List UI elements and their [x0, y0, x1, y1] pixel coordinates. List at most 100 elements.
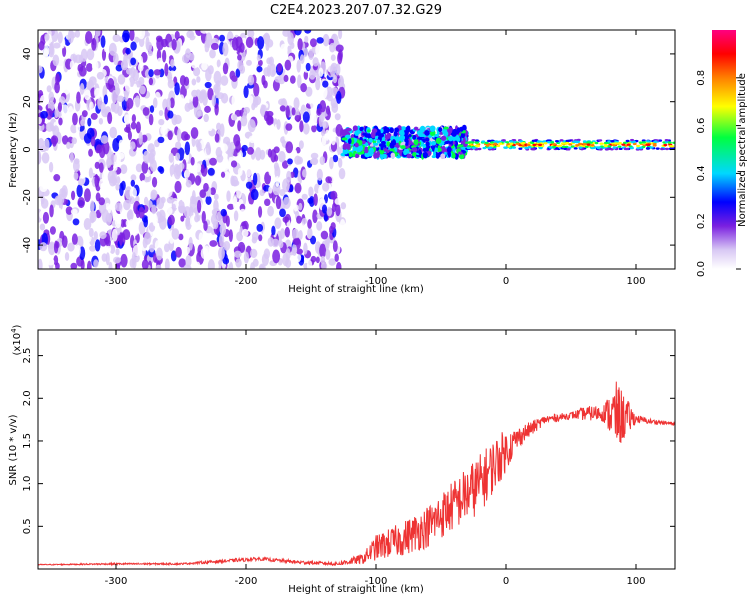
- heatmap-cell: [590, 146, 595, 150]
- heatmap-cell: [262, 34, 271, 42]
- heatmap-cell: [346, 127, 352, 132]
- heatmap-cell: [302, 123, 310, 135]
- heatmap-cell: [126, 97, 134, 110]
- heatmap-cell: [259, 189, 265, 197]
- heatmap-cell: [130, 174, 137, 181]
- heatmap-cell: [115, 64, 123, 72]
- heatmap-cell: [226, 190, 231, 202]
- heatmap-cell: [335, 124, 343, 137]
- heatmap-cell: [447, 151, 452, 158]
- heatmap-cell: [374, 135, 379, 139]
- heatmap-cell: [80, 208, 87, 219]
- heatmap-cell: [306, 259, 313, 269]
- heatmap-cell: [219, 233, 225, 247]
- heatmap-cell: [264, 198, 271, 207]
- heatmap-cell: [123, 199, 131, 211]
- heatmap-cell: [38, 150, 42, 164]
- heatmap-cell: [425, 137, 430, 142]
- heatmap-cell: [44, 138, 50, 151]
- heatmap-cell: [354, 142, 359, 148]
- heatmap-cell: [330, 62, 338, 71]
- heatmap-cell: [590, 144, 595, 147]
- heatmap-cell: [330, 54, 336, 62]
- heatmap-cell: [94, 161, 100, 170]
- heatmap-cell: [307, 96, 313, 105]
- heatmap-cell: [76, 91, 81, 104]
- heatmap-cell: [243, 106, 250, 114]
- heatmap-cell: [131, 114, 137, 123]
- heatmap-cell: [403, 149, 408, 156]
- heatmap-cell: [293, 87, 298, 98]
- heatmap-cell: [90, 136, 96, 147]
- heatmap-cell: [130, 41, 137, 51]
- heatmap-cell: [209, 187, 216, 196]
- heatmap-cell: [380, 145, 384, 151]
- heatmap-cell: [626, 143, 631, 146]
- heatmap-cell: [320, 262, 328, 269]
- heatmap-cell: [282, 216, 290, 223]
- heatmap-cell: [259, 264, 265, 269]
- heatmap-cell: [603, 144, 608, 148]
- heatmap-cell: [219, 123, 225, 137]
- heatmap-cell: [191, 89, 198, 98]
- heatmap-cell: [211, 208, 218, 216]
- heatmap-cell: [271, 225, 276, 236]
- heatmap-cell: [664, 138, 669, 142]
- heatmap-cell: [295, 253, 302, 263]
- heatmap-cell: [46, 258, 55, 266]
- colorbar-tick-label: 0.0: [696, 261, 707, 277]
- heatmap-cell: [229, 141, 235, 153]
- heatmap-cell: [250, 262, 255, 269]
- heatmap-cell: [180, 215, 185, 222]
- heatmap-cell: [440, 153, 446, 160]
- heatmap-cell: [431, 140, 437, 146]
- heatmap-cell: [294, 114, 302, 122]
- heatmap-cell: [116, 95, 125, 103]
- heatmap-cell: [292, 228, 300, 240]
- heatmap-cell: [39, 184, 48, 193]
- heatmap-cell: [75, 244, 81, 257]
- heatmap-cell: [279, 105, 286, 112]
- heatmap-cell: [155, 264, 162, 269]
- heatmap-cell: [131, 252, 137, 265]
- heatmap-cell: [39, 94, 47, 107]
- heatmap-cell: [498, 142, 503, 145]
- heatmap-cell: [239, 64, 246, 74]
- heatmap-cell: [655, 147, 660, 150]
- heatmap-cell: [364, 148, 369, 154]
- heatmap-cell: [61, 235, 68, 248]
- heatmap-cell: [162, 49, 167, 63]
- heatmap-cell: [72, 218, 80, 226]
- heatmap-cell: [168, 65, 177, 72]
- heatmap-cell: [444, 131, 449, 137]
- heatmap-cell: [220, 171, 226, 178]
- heatmap-cell: [379, 128, 384, 134]
- heatmap-cell: [561, 145, 566, 149]
- heatmap-cell: [309, 158, 318, 165]
- heatmap-cell: [109, 126, 118, 139]
- snr-scale-close: ): [12, 324, 23, 328]
- heatmap-cell: [325, 249, 331, 260]
- heatmap-cell: [311, 124, 317, 133]
- heatmap-cell: [564, 145, 569, 149]
- heatmap-cell: [245, 36, 254, 48]
- y-tick-label: 2.5: [22, 348, 33, 364]
- heatmap-cell: [158, 166, 165, 174]
- heatmap-cell: [294, 30, 302, 36]
- heatmap-cell: [489, 141, 494, 144]
- heatmap-cell: [115, 183, 120, 191]
- heatmap-cell: [321, 204, 328, 214]
- heatmap-cell: [57, 207, 63, 217]
- heatmap-cell: [68, 105, 74, 119]
- heatmap-cell: [98, 162, 104, 173]
- heatmap-cell: [175, 141, 182, 150]
- heatmap-cell: [272, 249, 281, 264]
- heatmap-cell: [141, 160, 149, 174]
- heatmap-cell: [607, 140, 612, 143]
- heatmap-cell: [128, 196, 135, 205]
- heatmap-cell: [519, 140, 524, 143]
- heatmap-cell: [169, 97, 175, 109]
- heatmap-cell: [609, 148, 614, 151]
- heatmap-cell: [308, 49, 314, 61]
- heatmap-cell: [191, 190, 196, 204]
